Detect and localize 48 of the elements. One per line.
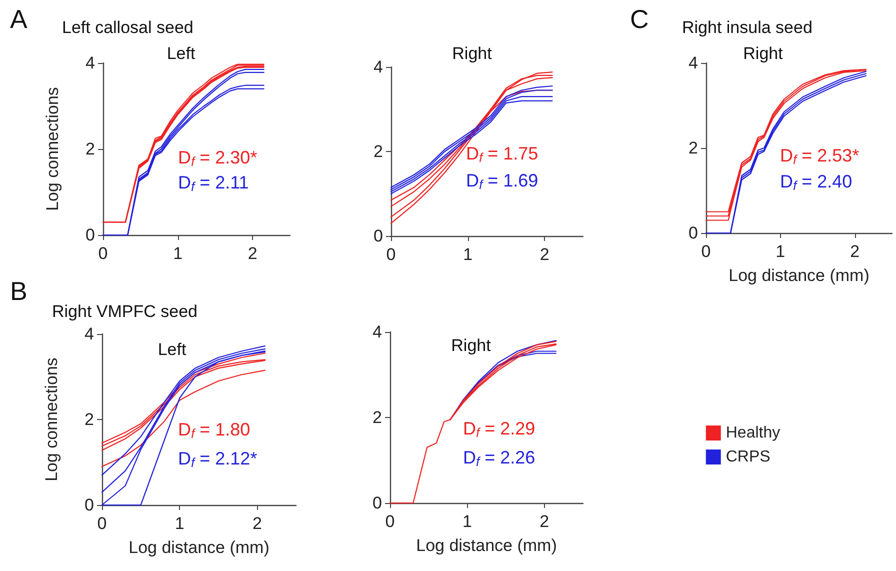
- x-tick-label: 1: [173, 244, 183, 263]
- y-tick-label: 4: [374, 58, 383, 76]
- text: B: [10, 276, 28, 306]
- y-tick-label: 0: [84, 496, 94, 514]
- x-axis-title: Log distance (mm): [128, 538, 270, 557]
- y-tick-label: 0: [86, 226, 95, 244]
- y-tick-label: 4: [688, 54, 698, 72]
- x-tick-label: 0: [98, 244, 108, 263]
- x-tick-label: 2: [252, 514, 262, 533]
- x-tick-label: 0: [701, 242, 711, 261]
- legend-label: Healthy: [726, 424, 780, 442]
- chart-subtitle: Left: [166, 44, 196, 63]
- x-tick-label: 1: [776, 242, 786, 261]
- chart-subtitle: Left: [158, 340, 186, 359]
- x-tick-label: 1: [463, 245, 473, 264]
- text: C: [630, 4, 649, 34]
- x-axis-title: Log distance (mm): [416, 536, 557, 555]
- text: A: [10, 4, 28, 34]
- x-tick-label: 0: [385, 512, 395, 531]
- chart-title: Right insula seed: [682, 18, 812, 37]
- y-axis-title: Log connections: [42, 358, 61, 482]
- y-tick-label: 2: [374, 142, 383, 161]
- y-tick-label: 2: [372, 408, 382, 427]
- x-tick-label: 0: [97, 514, 107, 533]
- x-tick-label: 0: [386, 245, 396, 264]
- y-tick-label: 4: [86, 54, 95, 72]
- y-tick-label: 4: [84, 324, 94, 344]
- y-tick-label: 0: [688, 224, 698, 242]
- y-tick-label: 0: [372, 494, 382, 512]
- y-tick-label: 4: [372, 322, 382, 342]
- chart-subtitle: Right: [451, 336, 492, 355]
- x-tick-label: 2: [248, 244, 258, 263]
- x-tick-label: 2: [850, 242, 860, 261]
- x-tick-label: 1: [174, 514, 184, 533]
- y-tick-label: 2: [86, 140, 95, 158]
- legend-label: CRPS: [726, 448, 770, 466]
- y-tick-label: 0: [374, 226, 383, 246]
- chart-subtitle: Right: [743, 44, 784, 63]
- x-axis-title: Log distance (mm): [728, 266, 870, 285]
- chart-title: Left callosal seed: [62, 18, 194, 37]
- y-axis-title: Log connections: [43, 87, 62, 211]
- x-tick-label: 2: [540, 245, 550, 264]
- y-tick-label: 2: [84, 410, 94, 429]
- chart-title: Right VMPFC seed: [52, 302, 198, 321]
- y-tick-label: 2: [688, 138, 698, 158]
- chart-subtitle: Right: [452, 44, 492, 63]
- x-tick-label: 1: [462, 512, 472, 531]
- x-tick-label: 2: [540, 512, 550, 531]
